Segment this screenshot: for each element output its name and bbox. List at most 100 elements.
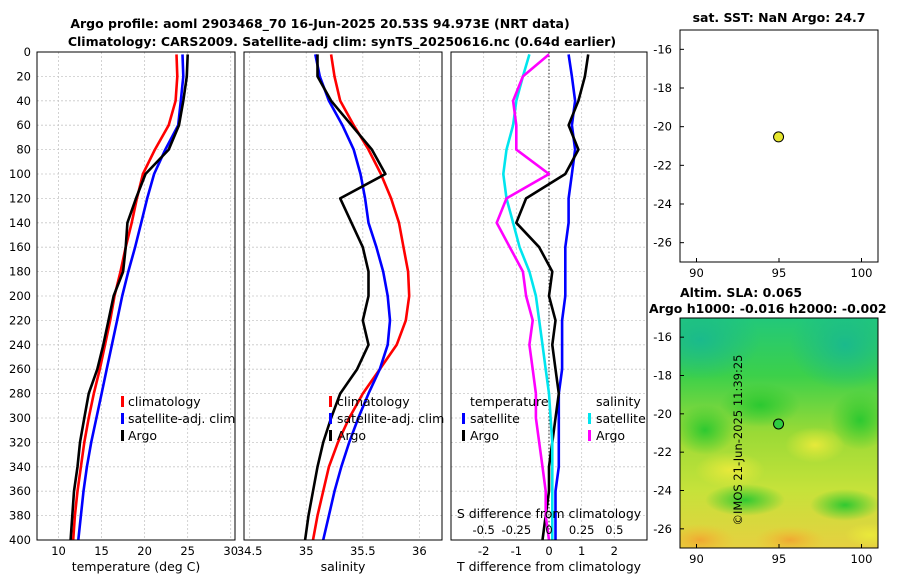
sla-cell — [705, 484, 785, 516]
x-tick-label: -2 — [478, 544, 489, 558]
lat-tick-label: -16 — [653, 42, 672, 56]
legend-t-satellite: satellite — [470, 411, 520, 426]
y-tick-label: 160 — [9, 240, 31, 254]
s-tick-label: -0.25 — [501, 523, 531, 537]
y-tick-label: 100 — [9, 167, 31, 181]
legend-swatch-satellite — [121, 413, 124, 424]
x-tick-label: 35.5 — [350, 544, 376, 558]
s-tick-label: 0.5 — [605, 523, 623, 537]
s-tick-label: 0.25 — [569, 523, 595, 537]
series-line — [514, 54, 590, 541]
legend-swatch-s-satellite — [588, 413, 591, 424]
y-tick-label: 60 — [16, 118, 31, 132]
lat-tick-label: -20 — [653, 120, 672, 134]
x-tick-label: 36 — [412, 544, 427, 558]
y-tick-label: 80 — [16, 143, 31, 157]
legend-satellite-adj-clim: satellite-adj. clim — [128, 411, 235, 426]
legend-argo: Argo — [337, 428, 366, 443]
legend-climatology: climatology — [337, 394, 410, 409]
lon-tick-label: 100 — [851, 552, 873, 566]
argo-position-marker — [773, 131, 785, 143]
legend-swatch-argo — [121, 430, 124, 441]
legend-climatology: climatology — [128, 394, 201, 409]
legend-swatch-t-argo — [462, 430, 465, 441]
sla-cell — [810, 489, 878, 521]
legend-s-argo: Argo — [596, 428, 625, 443]
sla-cell — [830, 390, 878, 450]
x-tick-label: 0 — [545, 544, 552, 558]
series-line — [495, 53, 551, 541]
y-tick-label: 20 — [16, 69, 31, 83]
temperature-legend: climatology satellite-adj. clim Argo — [121, 394, 235, 443]
sst-map-ticks: 90 95 100 -16 -18 -20 -22 -24 -26 — [653, 42, 872, 280]
legend-swatch-t-satellite — [462, 413, 465, 424]
y-tick-label: 240 — [9, 338, 31, 352]
legend-s-satellite: satellite — [596, 411, 646, 426]
temperature-grid — [37, 51, 235, 541]
sla-cell — [680, 405, 735, 455]
sst-map-frame — [679, 29, 879, 263]
legend-title-salinity: salinity — [596, 394, 641, 409]
y-tick-label: 0 — [24, 45, 31, 59]
salinity-legend: climatology satellite-adj. clim Argo — [329, 394, 444, 443]
legend-t-argo: Argo — [470, 428, 499, 443]
difference-series — [495, 53, 590, 541]
sla-cell — [720, 383, 800, 427]
y-tick-label: 400 — [9, 533, 31, 547]
series-line — [303, 54, 387, 541]
s-tick-label: -0.5 — [472, 523, 494, 537]
x-tick-label: 1 — [578, 544, 585, 558]
salinity-difference-ticks: -0.5 -0.25 0 0.25 0.5 — [472, 523, 623, 537]
y-tick-label: 140 — [9, 216, 31, 230]
legend-swatch-climatology — [121, 396, 124, 407]
lat-tick-label: -26 — [653, 236, 672, 250]
title-line-2: Climatology: CARS2009. Satellite-adj cli… — [68, 34, 616, 50]
temperature-series — [69, 54, 189, 541]
lon-tick-label: 90 — [689, 266, 704, 280]
lat-tick-label: -22 — [653, 158, 672, 172]
sla-heatmap — [680, 318, 878, 548]
salinity-xlabel: salinity — [321, 559, 366, 574]
lat-tick-label: -22 — [653, 445, 672, 459]
lat-tick-label: -18 — [653, 369, 672, 383]
lat-tick-label: -20 — [653, 407, 672, 421]
y-tick-label: 260 — [9, 362, 31, 376]
legend-swatch-satellite — [329, 413, 332, 424]
lat-tick-label: -18 — [653, 81, 672, 95]
temperature-x-ticks: 10 15 20 25 30 — [51, 544, 238, 558]
t-difference-label: T difference from climatology — [456, 559, 642, 574]
lat-tick-label: -24 — [653, 197, 672, 211]
watermark: ©IMOS 21-Jun-2025 11:39:25 — [731, 355, 745, 526]
salinity-panel: 34.5 35 35.5 36 salinity climatology satell… — [237, 51, 444, 574]
lon-tick-label: 90 — [689, 552, 704, 566]
salinity-series — [303, 54, 411, 541]
y-tick-label: 200 — [9, 289, 31, 303]
y-tick-label: 300 — [9, 411, 31, 425]
y-tick-label: 220 — [9, 313, 31, 327]
depth-ticks: 0 20 40 60 80 100 120 140 160 180 200 220 240 260 280 3… — [9, 45, 31, 547]
series-line — [69, 54, 189, 541]
y-tick-label: 340 — [9, 460, 31, 474]
sla-map-panel: Altim. SLA: 0.065 Argo h1000: -0.016 h20… — [649, 285, 887, 566]
legend-swatch-s-argo — [588, 430, 591, 441]
lon-tick-label: 95 — [772, 552, 787, 566]
temperature-panel: 0 20 40 60 80 100 120 140 160 180 200 220 240 260 280 3… — [9, 45, 238, 574]
legend-satellite-adj-clim: satellite-adj. clim — [337, 411, 444, 426]
title-line-1: Argo profile: aoml 2903468_70 16-Jun-202… — [70, 16, 569, 32]
lon-tick-label: 95 — [772, 266, 787, 280]
x-tick-label: 34.5 — [237, 544, 263, 558]
series-line — [314, 54, 392, 541]
s-difference-label: S difference from climatology — [457, 506, 642, 521]
y-tick-label: 40 — [16, 94, 31, 108]
x-tick-label: 25 — [180, 544, 195, 558]
sla-cell — [755, 526, 825, 548]
sla-cell — [845, 523, 878, 547]
temperature-xlabel: temperature (deg C) — [72, 559, 201, 574]
sst-map-points — [773, 131, 785, 143]
lon-tick-label: 100 — [851, 266, 873, 280]
legend-swatch-climatology — [329, 396, 332, 407]
sla-cell — [680, 524, 735, 548]
x-tick-label: 10 — [51, 544, 66, 558]
difference-panel: -2 -1 0 1 2 -0.5 -0.25 0 0.25 0.5 S difference f… — [450, 51, 648, 574]
